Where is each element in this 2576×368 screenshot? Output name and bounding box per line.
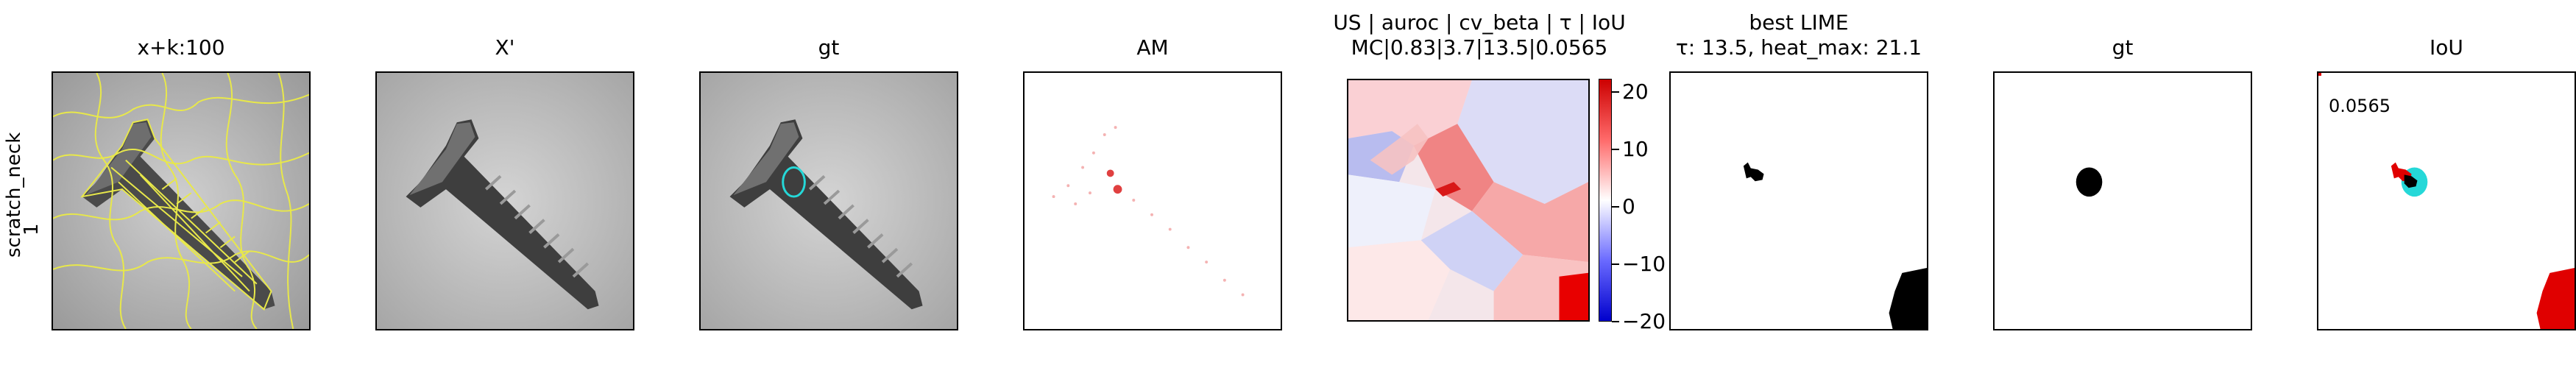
panel-title-line1: US | auroc | cv_beta | τ | IoU <box>1333 10 1626 35</box>
colorbar-tick: 10 <box>1622 137 1649 161</box>
gt-overlay-svg <box>701 73 957 329</box>
iou-svg <box>2318 73 2575 329</box>
panel-title-line2: τ: 13.5, heat_max: 21.1 <box>1675 35 1922 60</box>
colorbar-tick: −20 <box>1622 309 1666 333</box>
am-image <box>1023 71 1282 330</box>
row-label-line1: scratch_neck <box>3 132 25 258</box>
colorbar-tick: 0 <box>1622 194 1635 219</box>
gt-mask-image <box>1993 71 2252 330</box>
lime-mask-corner <box>1889 267 1927 329</box>
colorbar-tick: 20 <box>1622 79 1649 104</box>
colorbar-tickmark <box>1612 91 1619 93</box>
am-hotspots <box>1106 169 1122 194</box>
row-label: scratch_neck 1 <box>3 132 43 302</box>
screw-head <box>733 122 799 196</box>
panel-superpixels: x+k:100 <box>52 15 311 364</box>
screw-threads <box>808 174 913 278</box>
xprime-image <box>375 71 634 330</box>
panel-best-lime: best LIME τ: 13.5, heat_max: 21.1 <box>1669 10 1928 364</box>
panel-gt-overlay: gt <box>699 15 958 364</box>
iou-overlap-region <box>2404 174 2418 188</box>
screw-head <box>409 122 475 196</box>
gt-overlay-image <box>699 71 958 330</box>
best-lime-image <box>1669 71 1928 330</box>
panel-title: gt <box>2112 35 2134 60</box>
am-speckles <box>1052 126 1245 297</box>
panel-lime-heat: US | auroc | cv_beta | τ | IoU MC|0.83|3… <box>1333 10 1666 364</box>
colorbar-tickmark <box>1612 263 1619 265</box>
panel-title-line1: best LIME <box>1749 10 1849 35</box>
colorbar-tickmark <box>1612 206 1619 208</box>
superpixel-image <box>52 71 311 330</box>
colorbar-tick: −10 <box>1622 252 1666 276</box>
panel-title: IoU <box>2430 35 2463 60</box>
lime-hot-region <box>1559 272 1588 320</box>
screw-shape <box>82 119 275 310</box>
best-lime-svg <box>1671 73 1927 329</box>
screw-threads <box>484 174 590 278</box>
panel-gt-mask: gt <box>1993 15 2252 364</box>
colorbar-tickmark <box>1612 149 1619 150</box>
iou-value: 0.0565 <box>2329 96 2391 116</box>
colorbar-tickmark <box>1612 321 1619 322</box>
gt-mask-svg <box>1995 73 2251 329</box>
panel-title: x+k:100 <box>137 35 225 60</box>
lime-heat-svg <box>1348 80 1588 320</box>
row-label-line2: 1 <box>21 223 43 236</box>
panel-xprime: X' <box>375 15 634 364</box>
colorbar <box>1599 79 1612 322</box>
iou-image <box>2317 71 2576 330</box>
panel-title: AM <box>1136 35 1169 60</box>
panel-am: AM <box>1023 15 1282 364</box>
gt-mask-blob <box>2076 167 2103 197</box>
gt-contour <box>782 166 806 198</box>
superpixel-svg <box>53 73 309 329</box>
lime-heat-image <box>1347 79 1590 322</box>
panel-title: X' <box>495 35 515 60</box>
xprime-svg <box>377 73 633 329</box>
screw-shape <box>406 119 599 310</box>
panel-title-line2: MC|0.83|3.7|13.5|0.0565 <box>1351 35 1608 60</box>
panel-iou: IoU 0.0565 <box>2317 15 2576 364</box>
panel-title: gt <box>818 35 840 60</box>
superpixel-boundaries <box>53 73 309 329</box>
iou-pred-corner <box>2536 267 2575 329</box>
screw-shape <box>729 119 923 310</box>
lime-mask-small <box>1743 162 1764 182</box>
am-svg <box>1025 73 1281 329</box>
